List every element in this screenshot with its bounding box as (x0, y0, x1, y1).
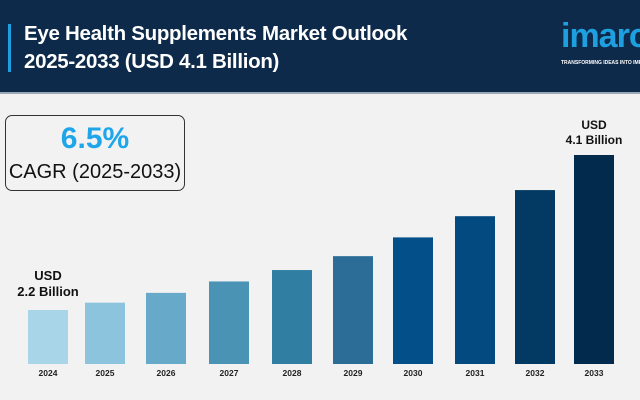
x-tick-label: 2031 (466, 368, 485, 378)
end-value-annotation: USD 4.1 Billion (554, 118, 634, 148)
start-annotation-line2: 2.2 Billion (17, 284, 79, 299)
logo-tagline: TRANSFORMING IDEAS INTO IMPACT (561, 60, 640, 66)
bar-2030 (393, 237, 433, 364)
header: Eye Health Supplements Market Outlook 20… (0, 0, 640, 94)
x-tick-label: 2027 (220, 368, 239, 378)
bar-2027 (209, 281, 249, 364)
title-line-2: 2025-2033 (USD 4.1 Billion) (24, 50, 280, 73)
start-value-annotation: USD 2.2 Billion (8, 268, 88, 300)
bar-2031 (455, 216, 495, 364)
x-tick-label: 2032 (526, 368, 545, 378)
bar-2025 (85, 302, 125, 364)
end-annotation-line1: USD (581, 118, 607, 132)
end-annotation-line2: 4.1 Billion (565, 133, 623, 147)
bar-2026 (146, 292, 186, 364)
x-tick-label: 2025 (96, 368, 115, 378)
bar-2032 (515, 190, 555, 364)
x-tick-label: 2029 (344, 368, 363, 378)
start-annotation-line1: USD (34, 268, 62, 283)
logo-text: imarc (561, 17, 640, 55)
bar-2024 (28, 310, 68, 364)
page-title: Eye Health Supplements Market Outlook 20… (24, 20, 407, 76)
bar-2028 (272, 270, 312, 364)
x-tick-label: 2028 (283, 368, 302, 378)
bar-2029 (333, 256, 373, 364)
cagr-box: 6.5% CAGR (2025-2033) (5, 115, 185, 191)
bar-2033 (574, 155, 614, 364)
x-tick-label: 2026 (157, 368, 176, 378)
title-line-1: Eye Health Supplements Market Outlook (24, 22, 408, 45)
x-tick-label: 2030 (404, 368, 423, 378)
imarc-logo: imarc TRANSFORMING IDEAS INTO IMPACT (561, 16, 640, 67)
cagr-label: CAGR (2025-2033) (8, 161, 182, 183)
cagr-value: 6.5% (60, 122, 130, 155)
x-tick-label: 2024 (39, 368, 58, 378)
x-tick-label: 2033 (585, 368, 604, 378)
title-accent-bar (8, 24, 11, 72)
